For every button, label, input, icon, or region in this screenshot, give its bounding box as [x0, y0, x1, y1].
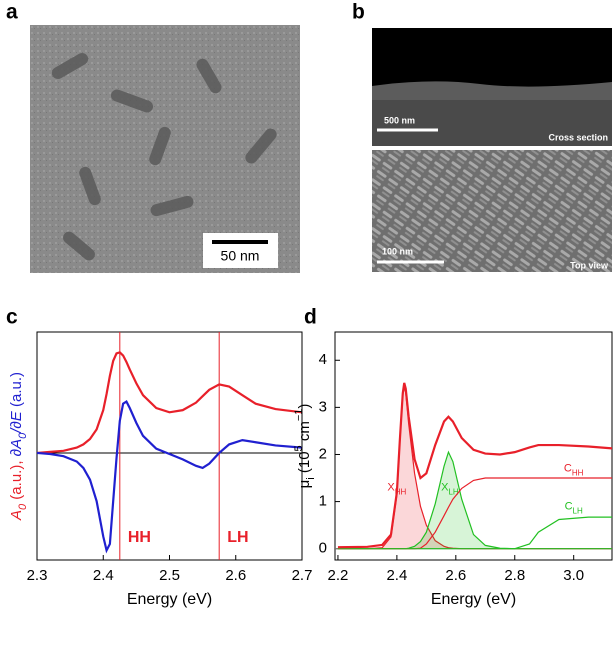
y-label-part: A — [8, 510, 25, 521]
y-label-part: 0 — [17, 503, 29, 510]
y-axis-label: A0 (a.u.), ∂A0/∂E (a.u.) — [8, 372, 29, 521]
series-label: CLH — [565, 500, 583, 515]
marker-label: HH — [128, 529, 151, 546]
x-tick-label: 2.2 — [328, 567, 349, 584]
y-label-part: (a.u.), — [8, 456, 25, 504]
series-subscript: HH — [572, 468, 584, 477]
y-label-part: 5 — [293, 445, 305, 451]
panel-label: d — [304, 306, 317, 329]
y-tick-label: 4 — [319, 351, 327, 368]
y-label-part: −1 — [293, 409, 305, 422]
series-name: X — [387, 481, 395, 493]
plot-frame — [36, 331, 303, 561]
line — [337, 382, 613, 549]
y-label-part: 0 — [17, 432, 29, 439]
y-axis-label: μi (105 cm−1) — [293, 404, 317, 489]
series-name: C — [565, 500, 573, 512]
line — [36, 351, 303, 455]
nanoplates — [51, 53, 277, 261]
y-label-part: ) — [296, 404, 313, 409]
scale-label: 500 nm — [384, 115, 415, 125]
panel-label: c — [6, 306, 18, 329]
x-tick-label: 2.5 — [159, 567, 180, 584]
series-subscript: HH — [395, 487, 407, 496]
series-label: XLH — [441, 481, 459, 496]
plot-frame — [334, 331, 613, 561]
y-label-part: cm — [296, 421, 313, 445]
caption: Top view — [570, 260, 609, 270]
substrate — [372, 100, 612, 146]
series-subscript: LH — [573, 506, 583, 515]
series-label: CHH — [564, 463, 584, 478]
y-tick-label: 3 — [319, 398, 327, 415]
y-label-part: (10 — [296, 451, 313, 477]
x-axis-label: Energy (eV) — [127, 591, 212, 608]
y-label-part: (a.u.) — [8, 372, 25, 411]
x-tick-label: 2.4 — [93, 567, 114, 584]
line — [36, 399, 303, 554]
series-label: XHH — [387, 481, 406, 496]
x-axis-label: Energy (eV) — [431, 591, 516, 608]
line — [337, 516, 612, 550]
panel-label: b — [352, 1, 365, 24]
x-tick-label: 2.3 — [27, 567, 48, 584]
y-label-part: μ — [296, 480, 313, 489]
scale-label: 50 nm — [221, 248, 260, 264]
x-tick-label: 2.8 — [504, 567, 525, 584]
y-tick-label: 0 — [319, 540, 327, 557]
y-label-part: i — [305, 477, 317, 479]
y-tick-label: 1 — [319, 493, 327, 510]
area — [337, 386, 612, 549]
x-tick-label: 2.4 — [386, 567, 407, 584]
x-tick-label: 2.7 — [292, 567, 313, 584]
y-label-part: /∂ — [8, 421, 25, 434]
series-subscript: LH — [448, 487, 458, 496]
series-name: X — [441, 481, 449, 493]
series-name: C — [564, 463, 572, 475]
x-tick-label: 3.0 — [563, 567, 584, 584]
panel-label: a — [6, 1, 18, 24]
y-tick-label: 2 — [319, 445, 327, 462]
sem-top-view — [372, 150, 612, 272]
scale-label: 100 nm — [382, 246, 413, 256]
marker-label: LH — [227, 529, 248, 546]
caption: Cross section — [548, 132, 608, 142]
x-tick-label: 2.6 — [225, 567, 246, 584]
scale-box — [203, 233, 278, 268]
y-label-part: E — [8, 410, 25, 421]
x-tick-label: 2.6 — [445, 567, 466, 584]
y-label-part: ∂A — [8, 439, 25, 456]
